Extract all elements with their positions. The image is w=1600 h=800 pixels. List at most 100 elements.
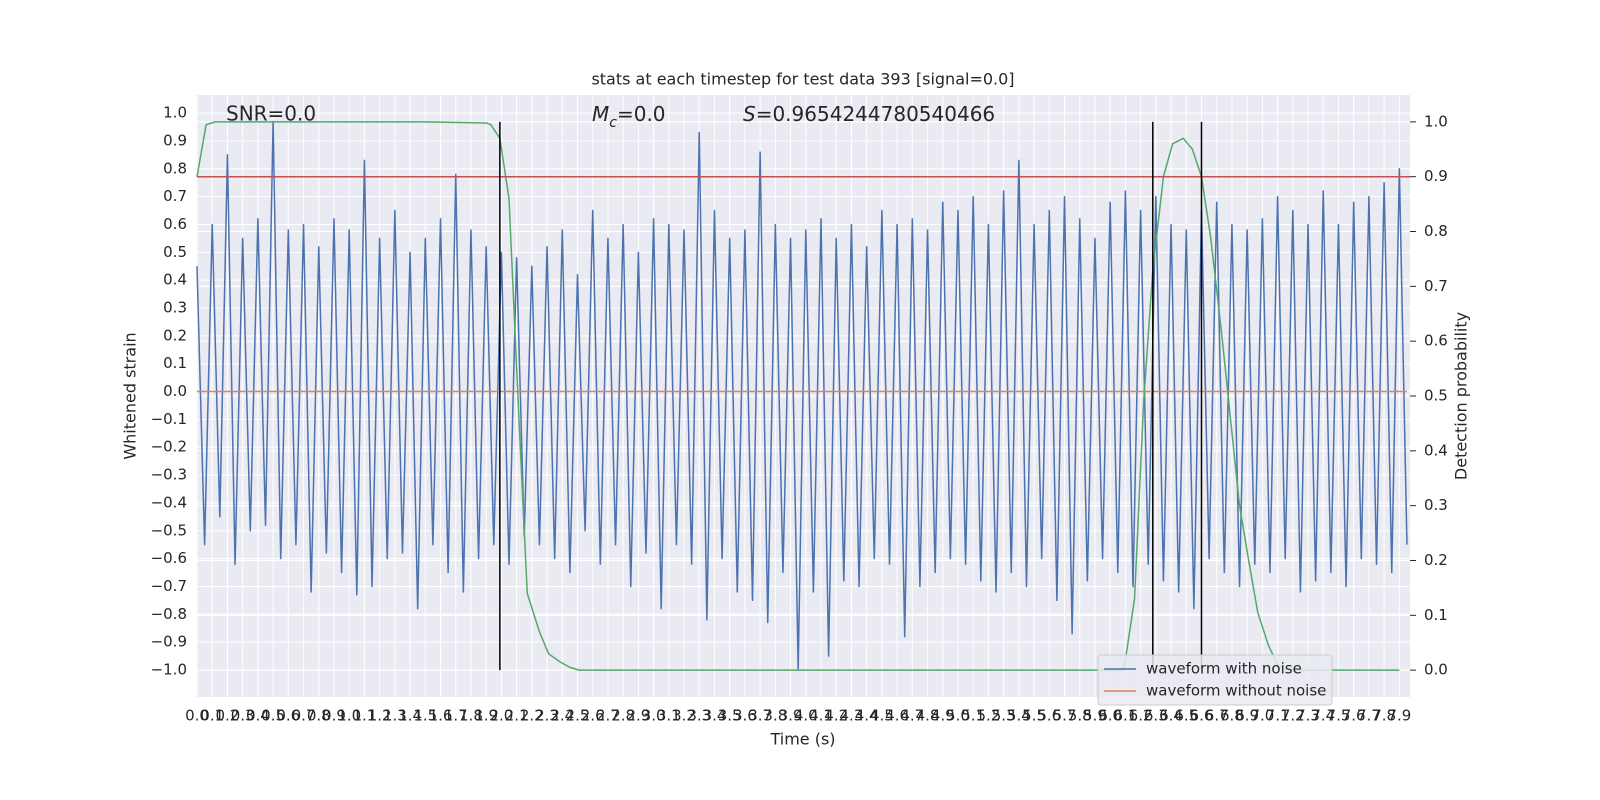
x-tick-label: 3.1 [657, 707, 681, 725]
x-tick-label: 7.9 [1387, 707, 1411, 725]
x-tick-label: 2.6 [581, 707, 605, 725]
y-tick-label: 0.1 [163, 354, 187, 372]
y-tick-label: −0.1 [151, 410, 187, 428]
y-tick-label: 0.6 [163, 215, 187, 233]
x-tick-label: 1.1 [352, 707, 376, 725]
x-tick-label: 4.2 [824, 707, 848, 725]
chart-title: stats at each timestep for test data 393… [591, 70, 1014, 89]
x-tick-label: 1.7 [444, 707, 468, 725]
annotation: S=0.9654244780540466 [743, 102, 995, 126]
y2-tick-label: 0.7 [1424, 277, 1448, 295]
x-tick-label: 7.7 [1357, 707, 1381, 725]
y2-tick-label: 0.6 [1424, 332, 1448, 350]
x-tick-label: 3.2 [672, 707, 696, 725]
y-tick-label: 0.9 [163, 131, 187, 149]
x-tick-label: 2.9 [626, 707, 650, 725]
x-tick-label: 3.0 [642, 707, 666, 725]
x-tick-label: 2.7 [596, 707, 620, 725]
x-tick-label: 7.5 [1327, 707, 1351, 725]
series-line [196, 120, 1408, 671]
x-tick-label: 6.7 [1205, 707, 1229, 725]
x-tick-label: 0.0 [185, 707, 209, 725]
x-tick-label: 7.6 [1342, 707, 1366, 725]
x-tick-label: 2.2 [520, 707, 544, 725]
x-tick-label: 5.6 [1037, 707, 1061, 725]
x-tick-label: 3.3 [687, 707, 711, 725]
y2-tick-label: 0.8 [1424, 222, 1448, 240]
y-axis-label: Whitened strain [121, 332, 140, 459]
x-tick-label: 0.7 [292, 707, 316, 725]
y-tick-label: 0.8 [163, 159, 187, 177]
y-tick-label: −0.4 [151, 493, 187, 511]
x-tick-label: 5.2 [976, 707, 1000, 725]
x-tick-label: 5.4 [1007, 707, 1031, 725]
x-tick-label: 4.4 [855, 707, 879, 725]
x-tick-label: 3.6 [733, 707, 757, 725]
x-tick-label: 6.4 [1159, 707, 1183, 725]
x-tick-label: 7.4 [1311, 707, 1335, 725]
y-tick-label: −0.5 [151, 521, 187, 539]
y-tick-label: −0.2 [151, 438, 187, 456]
x-tick-label: 4.5 [870, 707, 894, 725]
x-tick-label: 2.8 [611, 707, 635, 725]
x-tick-label: 0.8 [307, 707, 331, 725]
x-tick-label: 3.5 [718, 707, 742, 725]
series-line [196, 121, 1400, 671]
x-tick-label: 5.1 [961, 707, 985, 725]
annotation-text: =0.9654244780540466 [756, 102, 995, 126]
y2-axis-label: Detection probability [1452, 312, 1471, 480]
x-tick-label: 6.6 [1190, 707, 1214, 725]
y2-tick-label: 1.0 [1424, 112, 1448, 130]
x-tick-label: 7.2 [1281, 707, 1305, 725]
y2-tick-label: 0.3 [1424, 496, 1448, 514]
x-tick-label: 1.3 [383, 707, 407, 725]
y-tick-label: 0.2 [163, 326, 187, 344]
x-tick-label: 7.1 [1266, 707, 1290, 725]
annotation: Mc=0.0 [592, 102, 666, 132]
legend-label: waveform without noise [1146, 682, 1326, 700]
x-tick-label: 4.6 [885, 707, 909, 725]
x-tick-label: 5.3 [992, 707, 1016, 725]
x-tick-label: 7.8 [1372, 707, 1396, 725]
x-tick-label: 5.9 [1083, 707, 1107, 725]
x-tick-label: 6.2 [1129, 707, 1153, 725]
x-tick-label: 1.2 [368, 707, 392, 725]
x-tick-label: 0.9 [322, 707, 346, 725]
x-tick-label: 6.0 [1098, 707, 1122, 725]
x-tick-label: 1.0 [337, 707, 361, 725]
y-tick-label: 0.7 [163, 187, 187, 205]
x-tick-label: 0.3 [231, 707, 255, 725]
x-tick-label: 2.4 [550, 707, 574, 725]
y-tick-label: −0.3 [151, 466, 187, 484]
x-tick-label: 4.3 [840, 707, 864, 725]
y-tick-label: 0.5 [163, 243, 187, 261]
x-tick-label: 6.8 [1220, 707, 1244, 725]
x-tick-label: 0.6 [276, 707, 300, 725]
x-tick-label: 6.5 [1174, 707, 1198, 725]
y-tick-label: 0.4 [163, 271, 187, 289]
y-tick-label: 0.3 [163, 299, 187, 317]
y-tick-label: −1.0 [151, 660, 187, 678]
y2-tick-label: 0.2 [1424, 551, 1448, 569]
x-tick-label: 4.0 [794, 707, 818, 725]
y2-tick-label: 0.0 [1424, 661, 1448, 679]
annotation-symbol: M [592, 102, 609, 126]
y2-tick-label: 0.4 [1424, 441, 1448, 459]
x-tick-label: 2.1 [505, 707, 529, 725]
x-tick-label: 6.1 [1113, 707, 1137, 725]
y2-tick-label: 0.5 [1424, 387, 1448, 405]
x-tick-label: 1.5 [413, 707, 437, 725]
y2-tick-label: 0.9 [1424, 167, 1448, 185]
x-tick-label: 0.4 [246, 707, 270, 725]
x-tick-label: 2.5 [566, 707, 590, 725]
x-tick-label: 6.3 [1144, 707, 1168, 725]
x-tick-label: 2.0 [489, 707, 513, 725]
x-tick-label: 3.8 [763, 707, 787, 725]
legend-label: waveform with noise [1146, 660, 1302, 678]
x-tick-label: 5.5 [1022, 707, 1046, 725]
x-axis-label: Time (s) [769, 730, 835, 749]
legend-box [1097, 654, 1333, 706]
x-tick-label: 3.9 [779, 707, 803, 725]
x-tick-label: 5.7 [1053, 707, 1077, 725]
